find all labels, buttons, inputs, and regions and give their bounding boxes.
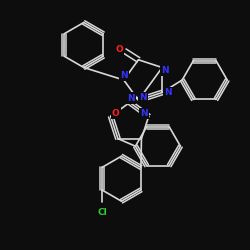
Text: N: N <box>140 109 147 118</box>
Text: Cl: Cl <box>97 208 107 217</box>
Text: N: N <box>127 94 135 102</box>
Text: N: N <box>161 66 168 74</box>
Text: N: N <box>120 71 128 80</box>
Text: N: N <box>164 88 172 97</box>
Text: N: N <box>139 93 147 102</box>
Text: O: O <box>112 109 120 118</box>
Text: O: O <box>115 45 123 54</box>
